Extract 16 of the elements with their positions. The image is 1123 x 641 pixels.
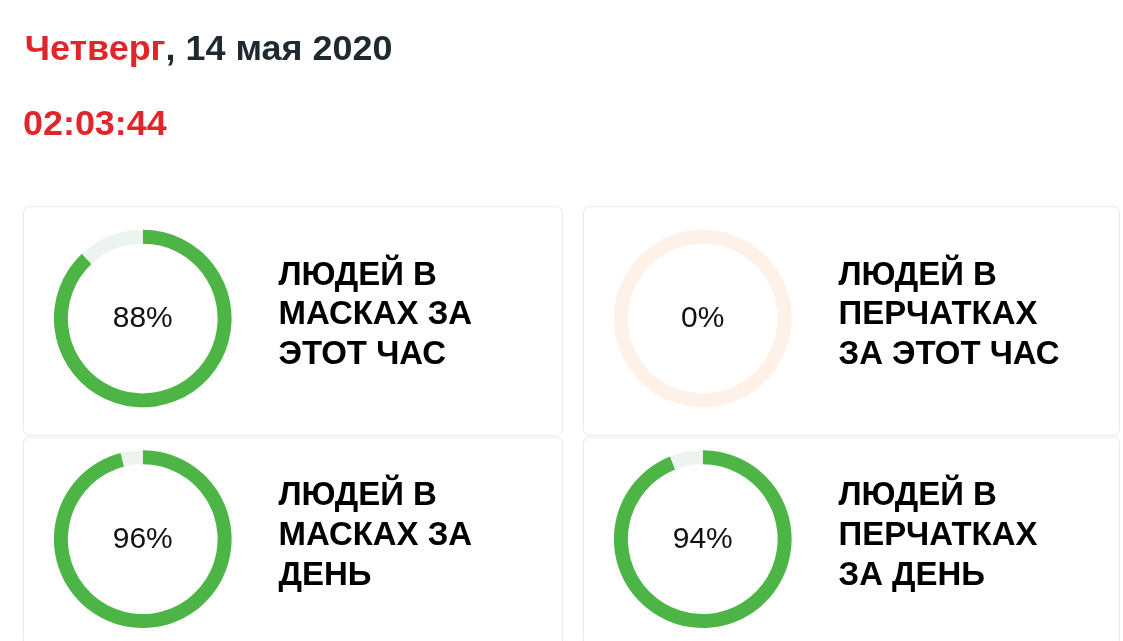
text: ЛЮДЕЙ В МАСКАХ ЗА ДЕНЬ	[278, 474, 473, 593]
data-label: 96%	[112, 521, 173, 555]
data-label: 94%	[672, 521, 733, 555]
text: 0%	[681, 300, 725, 334]
donut-slice	[670, 450, 703, 470]
text: ЛЮДЕЙ В ПЕРЧАТКАХ ЗА ДЕНЬ	[838, 474, 1038, 593]
donut-slice	[54, 229, 232, 408]
donut-slice	[53, 450, 232, 628]
text: 02:03:44	[22, 102, 167, 144]
data-label: 88%	[112, 300, 173, 334]
text: ЛЮДЕЙ В МАСКАХ ЗА ЭТОТ ЧАС	[278, 253, 473, 372]
donut-slice	[613, 450, 792, 628]
donut-slice	[81, 229, 143, 264]
donut-slice	[120, 450, 143, 467]
text: ЛЮДЕЙ В ПЕРЧАТКАХ ЗА ЭТОТ ЧАС	[838, 253, 1060, 372]
text: Четверг, 14 мая 2020	[24, 27, 393, 69]
